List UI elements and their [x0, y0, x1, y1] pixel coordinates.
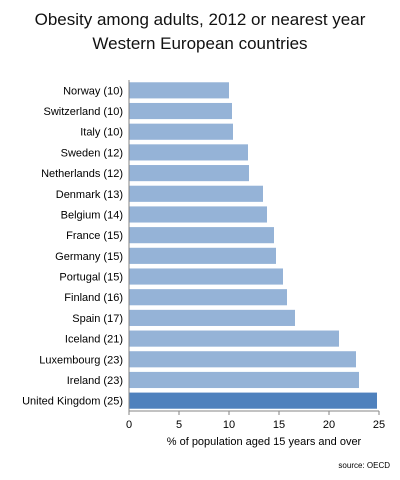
x-tick-label: 20 [323, 419, 335, 431]
category-label: Ireland (23) [67, 375, 123, 387]
x-tick-label: 15 [273, 419, 285, 431]
x-tick-label: 5 [176, 419, 182, 431]
bar [129, 309, 295, 326]
bar [129, 268, 283, 285]
bar [129, 82, 229, 99]
bar [129, 371, 359, 389]
category-label: Portugal (15) [59, 272, 123, 284]
category-label: Norway (10) [63, 85, 123, 97]
bar [129, 206, 267, 223]
bar [129, 102, 232, 120]
bar [129, 330, 339, 347]
category-label: France (15) [66, 230, 123, 242]
bar [129, 144, 248, 161]
category-label: Iceland (21) [65, 334, 123, 346]
x-axis-title: % of population aged 15 years and over [167, 436, 362, 448]
category-label: Italy (10) [80, 127, 123, 139]
category-label: Belgium (14) [61, 209, 123, 221]
category-label: Luxembourg (23) [39, 354, 123, 366]
category-label: Denmark (13) [56, 189, 123, 201]
bar [129, 227, 274, 244]
category-label: Germany (15) [55, 251, 123, 263]
chart-subtitle: Western European countries [92, 34, 308, 53]
category-label: Spain (17) [72, 313, 123, 325]
bar [129, 185, 263, 202]
bar [129, 351, 356, 368]
bar [129, 392, 377, 409]
category-label: Sweden (12) [61, 147, 123, 159]
bar [129, 123, 233, 140]
category-label: Finland (16) [64, 292, 123, 304]
x-tick-label: 10 [223, 419, 235, 431]
category-label: United Kingdom (25) [22, 396, 123, 408]
chart-title-block: Obesity among adults, 2012 or nearest ye… [0, 8, 400, 56]
x-tick-label: 0 [126, 419, 132, 431]
x-tick-label: 25 [373, 419, 385, 431]
bar [129, 289, 287, 306]
bar [129, 247, 276, 264]
bar [129, 165, 249, 182]
category-label: Switzerland (10) [44, 106, 123, 118]
category-label: Netherlands (12) [41, 168, 123, 180]
chart-title: Obesity among adults, 2012 or nearest ye… [34, 10, 366, 29]
source-note: source: OECD [338, 461, 390, 470]
